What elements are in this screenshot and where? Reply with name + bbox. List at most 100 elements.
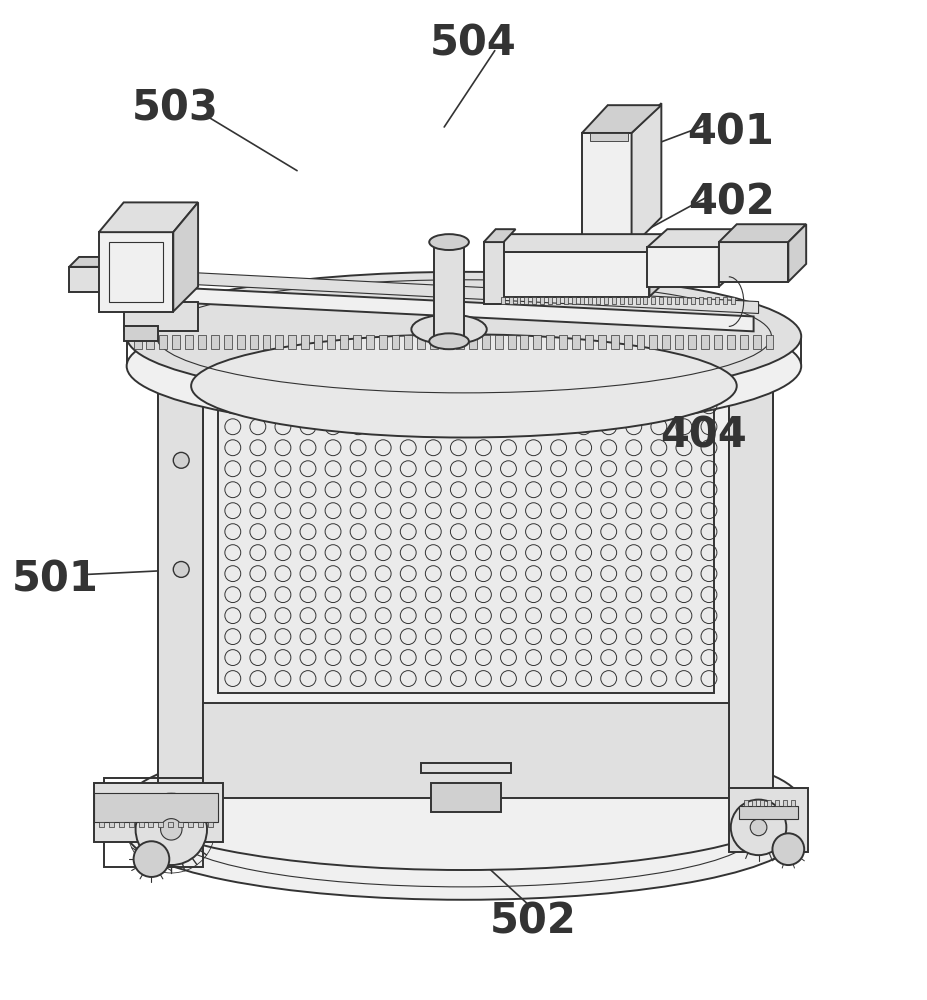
Text: 502: 502	[490, 901, 577, 943]
Text: 402: 402	[688, 181, 774, 223]
Polygon shape	[647, 247, 718, 287]
Text: 501: 501	[12, 558, 98, 600]
Polygon shape	[172, 335, 180, 349]
Polygon shape	[443, 335, 451, 349]
Polygon shape	[636, 297, 640, 304]
Polygon shape	[314, 335, 322, 349]
Text: 404: 404	[660, 415, 747, 457]
Polygon shape	[391, 335, 400, 349]
Polygon shape	[123, 302, 198, 331]
Polygon shape	[532, 297, 537, 304]
Polygon shape	[501, 297, 504, 304]
Polygon shape	[127, 798, 801, 822]
Polygon shape	[631, 103, 661, 247]
Polygon shape	[159, 386, 203, 798]
Polygon shape	[628, 297, 631, 304]
Polygon shape	[94, 783, 222, 842]
Polygon shape	[753, 335, 760, 349]
Polygon shape	[133, 335, 142, 349]
Polygon shape	[249, 335, 258, 349]
Polygon shape	[198, 335, 206, 349]
Polygon shape	[667, 297, 671, 304]
Polygon shape	[783, 800, 787, 806]
Polygon shape	[675, 297, 679, 304]
Polygon shape	[482, 335, 489, 349]
Polygon shape	[127, 798, 801, 822]
Polygon shape	[637, 335, 644, 349]
Polygon shape	[768, 800, 771, 806]
Circle shape	[135, 794, 207, 865]
Polygon shape	[417, 335, 425, 349]
Polygon shape	[99, 202, 198, 232]
Polygon shape	[533, 335, 541, 349]
Polygon shape	[540, 297, 544, 304]
Polygon shape	[546, 335, 554, 349]
Ellipse shape	[429, 333, 469, 349]
Polygon shape	[729, 386, 773, 798]
Polygon shape	[218, 401, 714, 693]
Polygon shape	[185, 335, 193, 349]
Circle shape	[173, 452, 189, 468]
Polygon shape	[169, 822, 173, 827]
Ellipse shape	[191, 334, 737, 438]
Polygon shape	[766, 335, 773, 349]
Polygon shape	[752, 800, 756, 806]
Polygon shape	[775, 800, 780, 806]
Polygon shape	[99, 822, 104, 827]
Polygon shape	[138, 822, 144, 827]
Polygon shape	[421, 763, 511, 773]
Polygon shape	[743, 800, 748, 806]
Polygon shape	[123, 326, 159, 341]
Polygon shape	[792, 800, 795, 806]
Polygon shape	[723, 297, 727, 304]
Polygon shape	[484, 229, 515, 242]
Ellipse shape	[127, 735, 801, 870]
Polygon shape	[208, 822, 213, 827]
Text: 503: 503	[132, 87, 218, 129]
Polygon shape	[159, 822, 163, 827]
Polygon shape	[203, 386, 729, 798]
Polygon shape	[688, 335, 696, 349]
Polygon shape	[366, 335, 374, 349]
Polygon shape	[108, 822, 114, 827]
Text: 504: 504	[430, 23, 517, 65]
Circle shape	[772, 833, 805, 865]
Polygon shape	[159, 335, 168, 349]
Circle shape	[750, 819, 767, 836]
Polygon shape	[619, 297, 624, 304]
Polygon shape	[572, 297, 576, 304]
Polygon shape	[509, 297, 513, 304]
Polygon shape	[739, 806, 798, 819]
Polygon shape	[714, 335, 722, 349]
Polygon shape	[683, 297, 687, 304]
Polygon shape	[647, 229, 739, 247]
Polygon shape	[198, 822, 203, 827]
Polygon shape	[759, 800, 764, 806]
Polygon shape	[353, 335, 361, 349]
Polygon shape	[99, 232, 173, 312]
Polygon shape	[288, 335, 297, 349]
Polygon shape	[598, 335, 605, 349]
Polygon shape	[718, 229, 739, 287]
Polygon shape	[585, 335, 593, 349]
Polygon shape	[662, 335, 670, 349]
Polygon shape	[430, 335, 438, 349]
Polygon shape	[378, 335, 387, 349]
Circle shape	[160, 819, 182, 840]
Polygon shape	[495, 335, 502, 349]
Polygon shape	[611, 335, 618, 349]
Polygon shape	[525, 297, 528, 304]
Polygon shape	[590, 133, 628, 141]
Polygon shape	[612, 297, 616, 304]
Polygon shape	[582, 105, 661, 133]
Polygon shape	[301, 335, 310, 349]
Polygon shape	[730, 297, 735, 304]
Polygon shape	[94, 793, 218, 822]
Polygon shape	[740, 335, 748, 349]
Circle shape	[730, 800, 786, 855]
Polygon shape	[159, 287, 754, 331]
Polygon shape	[572, 335, 580, 349]
Polygon shape	[727, 335, 735, 349]
Polygon shape	[188, 822, 193, 827]
Polygon shape	[434, 242, 464, 341]
